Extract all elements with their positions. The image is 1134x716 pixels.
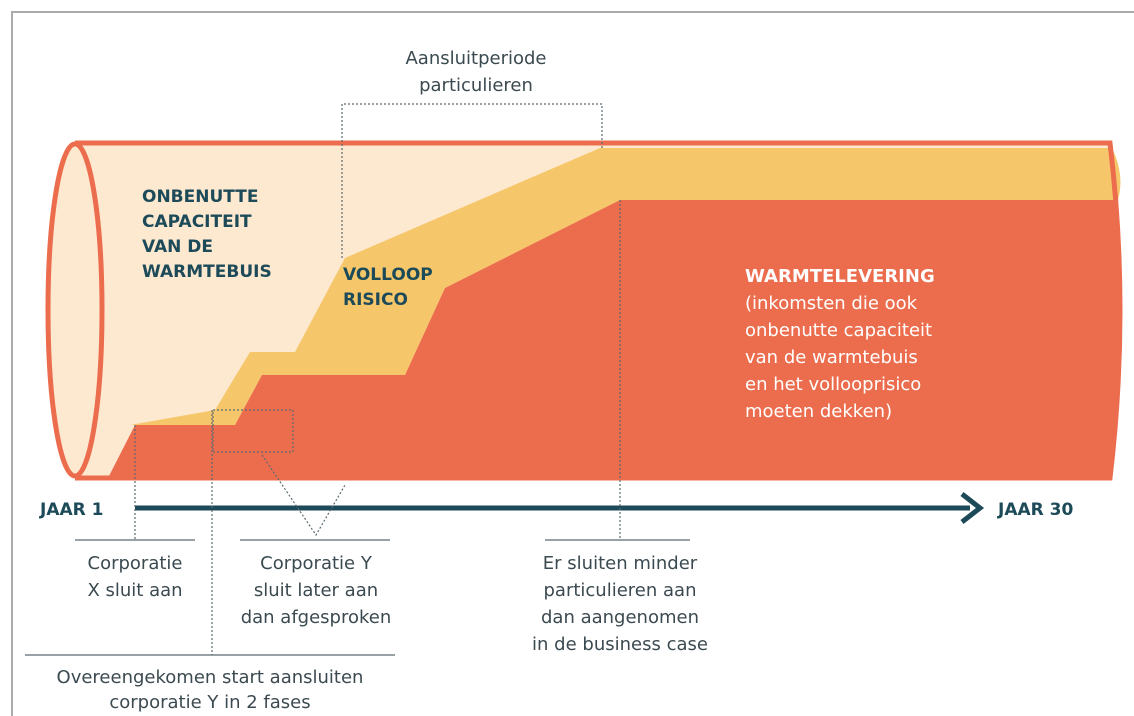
label: Aansluitperiode xyxy=(405,48,546,69)
label: X sluit aan xyxy=(87,580,182,601)
label: Er sluiten minder xyxy=(543,553,698,574)
arrow-head xyxy=(960,492,985,524)
unused-capacity: ONBENUTTE CAPACITEIT VAN DE WARMTEBUIS V… xyxy=(142,187,433,310)
label: sluit later aan xyxy=(254,580,378,601)
heat-note: (inkomsten die ook onbenutte capaciteit … xyxy=(745,293,932,422)
bracket xyxy=(341,103,603,258)
leader-lines xyxy=(25,103,690,656)
pipe-outline xyxy=(75,140,1123,481)
label: particulieren xyxy=(419,75,533,96)
label: particulieren aan xyxy=(544,580,697,601)
leader xyxy=(261,454,346,537)
label: RISICO xyxy=(343,290,408,310)
heat-delivery-area xyxy=(108,200,1121,478)
leader-box xyxy=(212,409,294,453)
fill-risk-area xyxy=(130,148,1121,425)
label: in de business case xyxy=(532,634,708,655)
label: VAN DE xyxy=(142,237,213,257)
annotations: Aansluitperiode particulieren Corporatie… xyxy=(57,48,708,713)
label: ONBENUTTE xyxy=(142,187,258,207)
label: en het vollooprisico xyxy=(745,374,921,395)
label: moeten dekken) xyxy=(745,401,892,422)
label: onbenutte capaciteit xyxy=(745,320,932,341)
label: (inkomsten die ook xyxy=(745,293,918,314)
frame xyxy=(11,11,1134,716)
label: van de warmtebuis xyxy=(745,347,918,368)
pipe-opening xyxy=(45,141,105,479)
label: WARMTEBUIS xyxy=(142,262,272,282)
label: CAPACITEIT xyxy=(142,212,252,232)
heat-title: WARMTELEVERING xyxy=(745,266,935,287)
label: dan aangenomen xyxy=(541,607,699,628)
label: Corporatie Y xyxy=(260,553,373,574)
label: dan afgesproken xyxy=(241,607,392,628)
label: VOLLOOP xyxy=(343,265,433,285)
timeline-end: JAAR 30 xyxy=(997,500,1073,520)
label: Overeengekomen start aansluiten xyxy=(57,667,364,688)
timeline-start: JAAR 1 xyxy=(39,500,103,520)
label: corporatie Y in 2 fases xyxy=(109,692,310,713)
label: Corporatie xyxy=(88,553,183,574)
